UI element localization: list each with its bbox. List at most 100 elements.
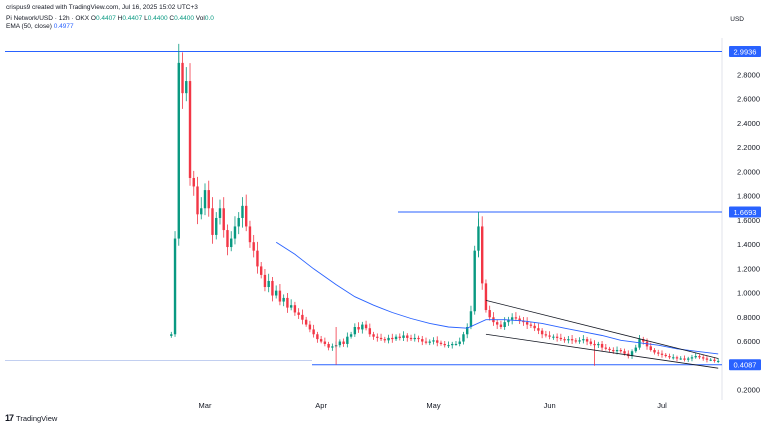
price-level-label: 1.6693 — [734, 208, 757, 217]
candle-body — [301, 314, 304, 320]
price-level-tag — [729, 46, 761, 58]
candle-body — [604, 347, 608, 349]
candle-body — [488, 310, 491, 318]
candle-body — [406, 335, 409, 338]
candle-body — [582, 339, 585, 341]
y-tick-label: 0.8000 — [737, 313, 760, 322]
candle-body — [177, 62, 180, 239]
candle-body — [687, 358, 690, 360]
vol-value: 0.0 — [204, 15, 214, 22]
candle-body — [634, 347, 637, 352]
candle-body — [417, 337, 420, 340]
candle-body — [289, 305, 293, 308]
y-tick-label: 2.2000 — [737, 143, 760, 152]
high-label: H — [117, 15, 123, 22]
candle-body — [578, 340, 581, 342]
price-level-tag — [729, 206, 761, 218]
candle-body — [267, 280, 270, 288]
candle-body — [274, 290, 278, 296]
y-tick-label: 1.6000 — [737, 216, 760, 225]
channel-lower-line — [485, 333, 719, 369]
candle-body — [574, 340, 578, 342]
y-tick-label: 1.2000 — [737, 264, 760, 273]
candle-body — [241, 205, 244, 218]
price-level-tag — [729, 359, 761, 371]
candle-body — [585, 339, 589, 342]
candle-body — [537, 328, 540, 331]
candle-body — [226, 230, 229, 248]
candle-body — [436, 340, 439, 343]
candle-body — [413, 337, 416, 340]
candle-body — [391, 337, 394, 340]
candle-body — [619, 350, 622, 352]
candle-body — [623, 351, 626, 354]
candle-body — [522, 320, 525, 323]
candle-body — [387, 337, 390, 341]
candle-body — [608, 348, 611, 351]
candle-body — [466, 327, 469, 335]
channel-upper-line — [485, 299, 719, 359]
candle-body — [372, 334, 375, 337]
candle-body — [503, 322, 506, 327]
y-tick-label: 1.8000 — [737, 192, 760, 201]
tradingview-mark-icon: 17 — [5, 413, 14, 423]
candle-body — [383, 339, 387, 341]
x-tick-label: Apr — [315, 401, 327, 410]
candle-body — [664, 354, 667, 357]
candle-body — [657, 352, 660, 354]
y-tick-label: 0.2000 — [737, 386, 760, 395]
vol-label: Vol — [195, 15, 205, 22]
candle-body — [282, 297, 285, 302]
candle-body — [510, 317, 514, 320]
candle-body — [544, 334, 548, 336]
candle-body — [211, 208, 214, 235]
candle-body — [499, 324, 503, 327]
candle-body — [552, 336, 555, 338]
candle-body — [181, 62, 184, 94]
candle-body — [259, 266, 263, 275]
candle-body — [364, 324, 368, 329]
candle-body — [379, 337, 383, 340]
low-value: 0.4400 — [147, 15, 168, 22]
candle-body — [454, 343, 458, 345]
candle-body — [653, 350, 656, 353]
candle-body — [649, 346, 652, 351]
candle-body — [319, 339, 323, 342]
candle-body — [394, 336, 398, 340]
y-tick-label: 1.4000 — [737, 240, 760, 249]
candle-body — [196, 186, 199, 215]
ema-label: EMA (50, close) — [6, 23, 52, 30]
candle-body — [327, 343, 330, 348]
candle-body — [458, 341, 461, 344]
candle-body — [338, 341, 342, 346]
candle-body — [447, 345, 450, 347]
candle-body — [398, 336, 401, 338]
candle-body — [638, 339, 641, 348]
candle-body — [675, 357, 679, 359]
x-tick-label: Jul — [657, 401, 667, 410]
x-tick-label: May — [426, 401, 440, 410]
close-value: 0.4400 — [174, 15, 194, 22]
candle-body — [525, 322, 529, 325]
candle-body — [170, 334, 173, 336]
x-tick-label: Jun — [544, 401, 556, 410]
candle-body — [690, 357, 694, 359]
candle-body — [271, 280, 274, 296]
candle-body — [252, 242, 255, 251]
y-tick-label: 0.6000 — [737, 337, 760, 346]
high-value: 0.4407 — [122, 15, 143, 22]
tradingview-wordmark: TradingView — [16, 413, 58, 423]
candle-body — [248, 226, 252, 243]
y-tick-label: 2.6000 — [737, 95, 760, 104]
candle-body — [256, 250, 259, 267]
candle-body — [480, 226, 484, 284]
x-tick-label: Mar — [199, 401, 212, 410]
candle-body — [297, 312, 300, 315]
ema-value: 0.4977 — [53, 23, 74, 30]
candle-body — [518, 318, 521, 321]
candle-body — [402, 335, 405, 338]
candle-body — [316, 334, 319, 340]
ema-line: EMA (50, close) 0.4977 — [6, 23, 74, 31]
ohlc-line: Pi Network/USD · 12h · OKX O0.4407 H0.44… — [6, 15, 214, 23]
